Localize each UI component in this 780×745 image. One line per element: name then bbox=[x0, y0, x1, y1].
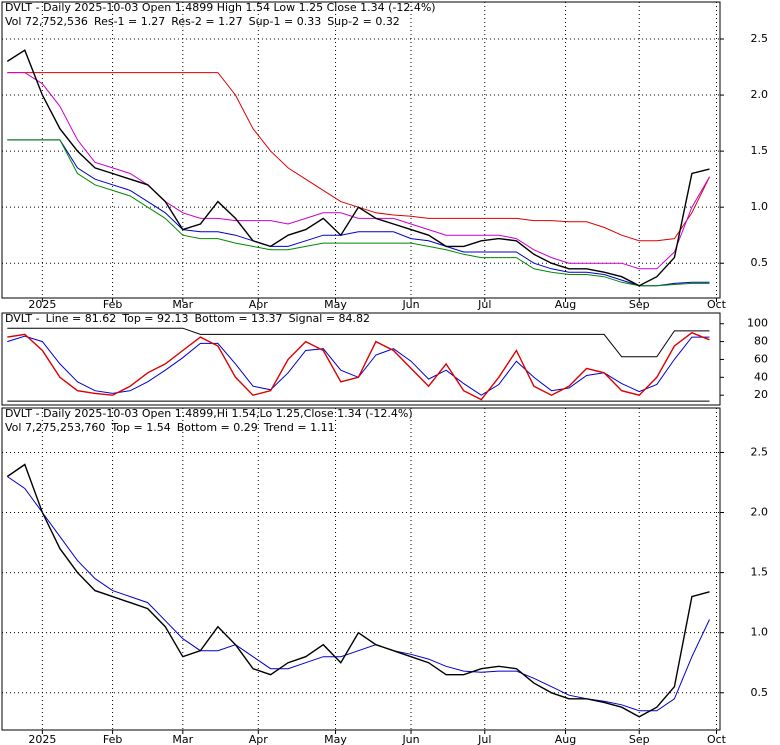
y-tick-label: 2.0 bbox=[751, 506, 769, 519]
header-text: DVLT - Daily 2025-10-03 Open 1.4899 High… bbox=[5, 1, 436, 14]
x-tick-label: 2025 bbox=[28, 298, 56, 311]
header-text: DVLT - bbox=[5, 312, 40, 325]
header-text: Top = 1.54 bbox=[110, 421, 170, 434]
y-tick-label: 100 bbox=[747, 317, 768, 330]
header-text: Signal = 84.82 bbox=[289, 312, 371, 325]
header-text: Sup-2 = 0.32 bbox=[327, 15, 400, 28]
y-tick-label: 0.5 bbox=[751, 256, 769, 269]
y-tick-label: 1.5 bbox=[751, 144, 769, 157]
y-tick-label: 2.5 bbox=[751, 32, 769, 45]
plot-frame bbox=[1, 407, 721, 731]
series-line bbox=[7, 335, 710, 396]
y-tick-label: 0.5 bbox=[751, 686, 769, 699]
x-tick-label: Jun bbox=[401, 733, 419, 745]
series-line bbox=[7, 327, 710, 358]
x-tick-label: May bbox=[324, 733, 347, 745]
plot-frame bbox=[1, 312, 721, 406]
series-line bbox=[7, 72, 710, 270]
x-tick-label: Jul bbox=[477, 298, 491, 311]
x-tick-label: Sep bbox=[629, 733, 650, 745]
header-text: DVLT - Daily 2025-10-03 Open 1.4899,Hi 1… bbox=[5, 407, 413, 420]
header-text: Line = 81.62 bbox=[46, 312, 117, 325]
series-line bbox=[7, 139, 710, 287]
plot-frame bbox=[1, 1, 721, 299]
x-tick-label: Mar bbox=[172, 733, 193, 745]
x-tick-label: Jun bbox=[401, 298, 419, 311]
header-text: Vol 72,752,536 bbox=[5, 15, 88, 28]
series-line bbox=[6, 49, 710, 287]
x-tick-label: Mar bbox=[172, 298, 193, 311]
y-tick-label: 1.5 bbox=[751, 566, 769, 579]
y-tick-label: 80 bbox=[754, 335, 768, 348]
x-tick-label: Oct bbox=[707, 733, 727, 745]
y-tick-label: 40 bbox=[754, 370, 768, 383]
y-tick-label: 2.5 bbox=[751, 445, 769, 458]
x-tick-label: Jul bbox=[477, 733, 491, 745]
x-tick-label: May bbox=[324, 298, 347, 311]
header-text: Sup-1 = 0.33 bbox=[249, 15, 322, 28]
series-line bbox=[7, 331, 710, 401]
header-text: Res-2 = 1.27 bbox=[171, 15, 242, 28]
x-tick-label: Apr bbox=[249, 298, 269, 311]
header-text: Bottom = 0.29 bbox=[177, 421, 258, 434]
x-tick-label: Feb bbox=[103, 298, 122, 311]
header-text: Vol 7,275,253,760 bbox=[5, 421, 105, 434]
header-text: Top = 92.13 bbox=[121, 312, 188, 325]
y-tick-label: 1.0 bbox=[751, 626, 769, 639]
series-line bbox=[7, 72, 710, 242]
x-tick-label: Feb bbox=[103, 733, 122, 745]
series-line bbox=[7, 139, 710, 287]
header-text: Res-1 = 1.27 bbox=[94, 15, 165, 28]
series-line bbox=[6, 463, 710, 718]
y-tick-label: 60 bbox=[754, 352, 768, 365]
y-tick-label: 2.0 bbox=[751, 88, 769, 101]
series-line bbox=[7, 476, 710, 712]
x-tick-label: Sep bbox=[629, 298, 650, 311]
x-tick-label: 2025 bbox=[28, 733, 56, 745]
y-tick-label: 20 bbox=[754, 388, 768, 401]
header-text: Trend = 1.11 bbox=[263, 421, 335, 434]
header-text: Bottom = 13.37 bbox=[195, 312, 283, 325]
y-tick-label: 1.0 bbox=[751, 200, 769, 213]
x-tick-label: Aug bbox=[555, 298, 576, 311]
x-tick-label: Aug bbox=[555, 733, 576, 745]
x-tick-label: Oct bbox=[707, 298, 727, 311]
x-tick-label: Apr bbox=[249, 733, 269, 745]
